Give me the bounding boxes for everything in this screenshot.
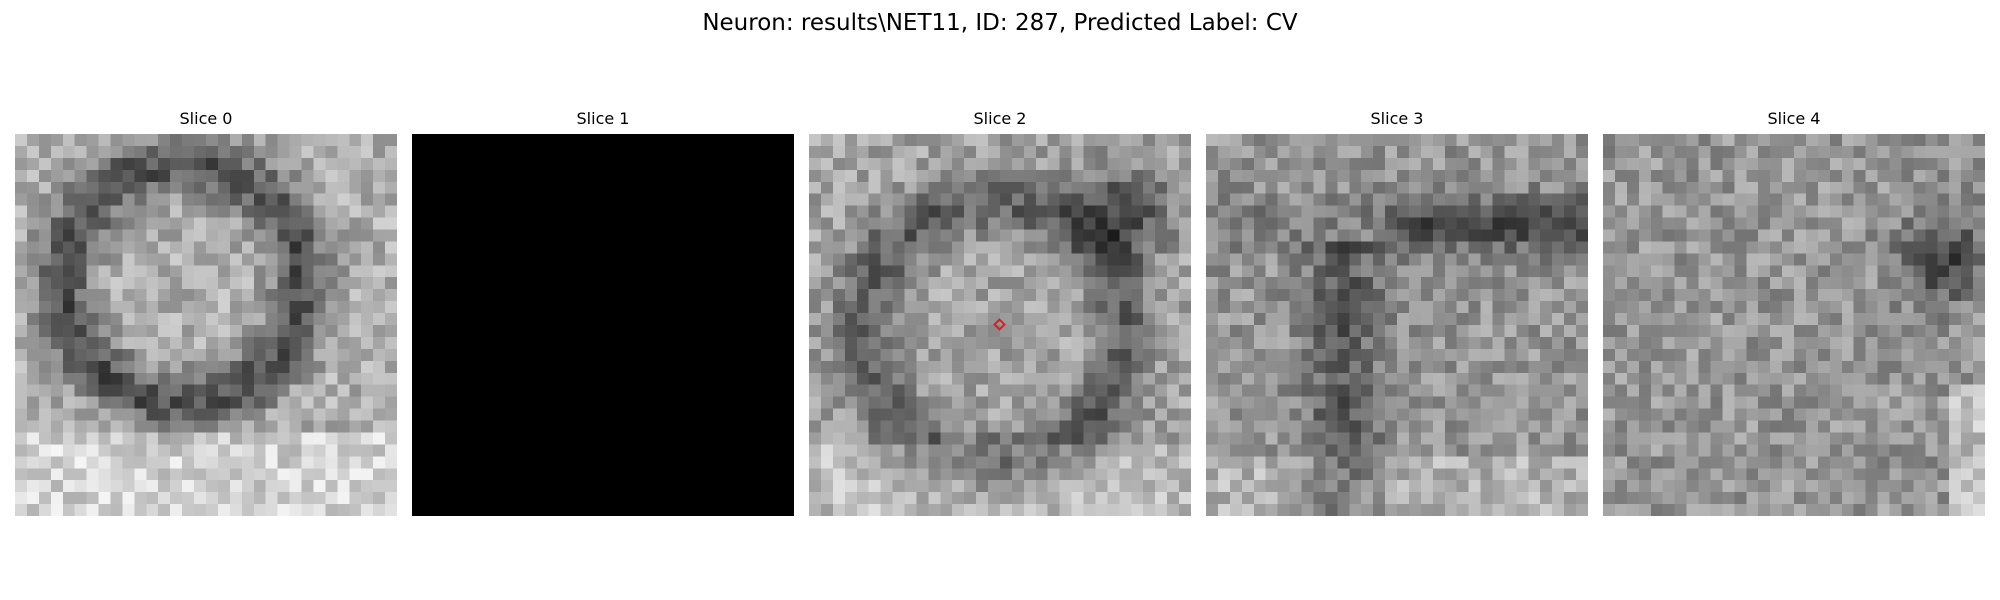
slice-3-image xyxy=(1206,134,1588,516)
slice-1-image xyxy=(412,134,794,516)
slice-2-image xyxy=(809,134,1191,516)
figure-title: Neuron: results\NET11, ID: 287, Predicte… xyxy=(702,10,1298,36)
slice-0-image xyxy=(15,134,397,516)
slice-4-image xyxy=(1603,134,1985,516)
slice-2-title: Slice 2 xyxy=(973,109,1027,128)
slice-3-title: Slice 3 xyxy=(1370,109,1424,128)
slice-0-title: Slice 0 xyxy=(179,109,233,128)
slice-4-title: Slice 4 xyxy=(1767,109,1821,128)
slice-1-title: Slice 1 xyxy=(576,109,630,128)
